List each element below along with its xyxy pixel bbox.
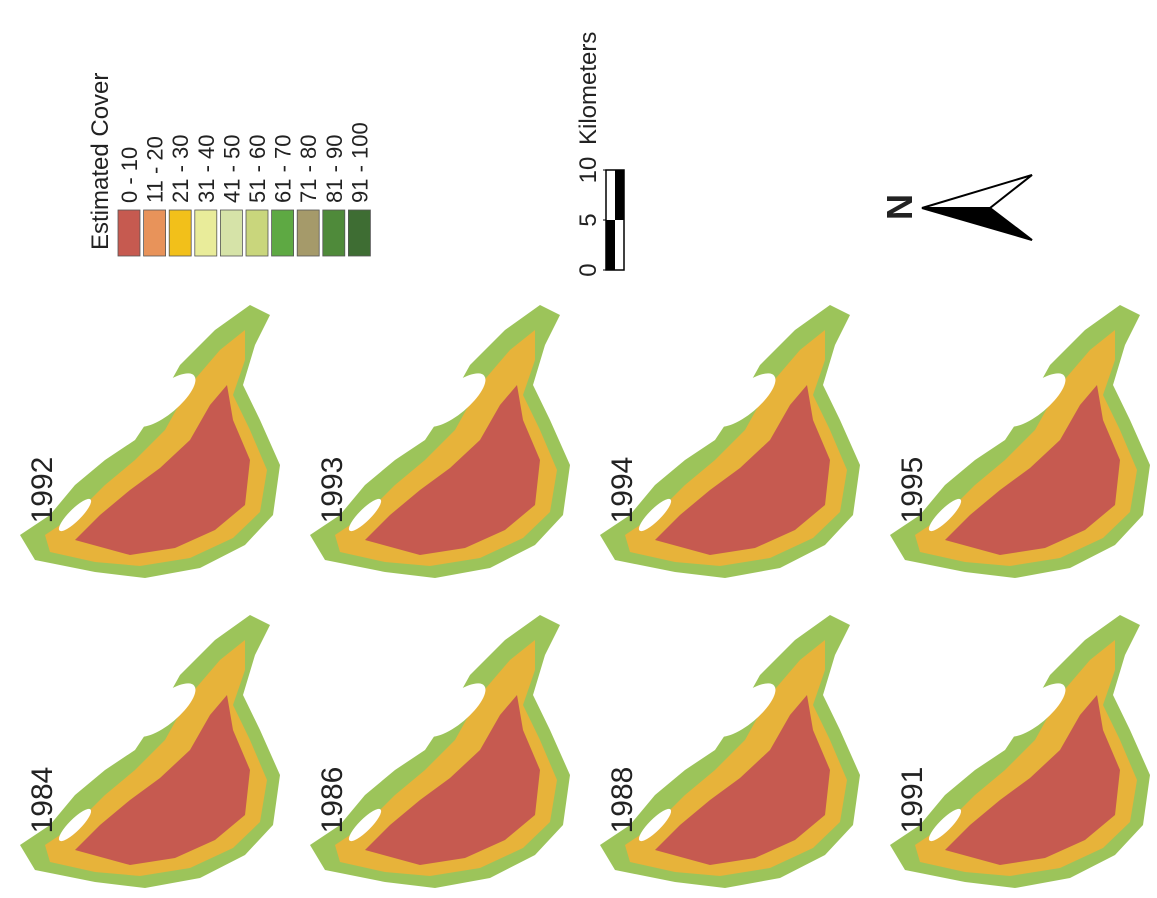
legend-label: 31 - 40 <box>194 135 219 203</box>
legend-swatch <box>220 210 242 256</box>
legend-swatch <box>272 210 294 256</box>
legend-label: 51 - 60 <box>245 135 270 204</box>
legend-swatch <box>195 210 217 256</box>
legend-swatch <box>323 210 345 256</box>
scale-label: 10 <box>575 157 602 184</box>
legend-title: Estimated Cover <box>87 73 114 250</box>
map-panel <box>600 615 860 888</box>
scale-unit: Kilometers <box>575 32 602 145</box>
legend-label: 91 - 100 <box>347 122 372 203</box>
legend-swatch <box>246 210 268 256</box>
scale-segment <box>615 170 624 220</box>
year-label: 1994 <box>606 457 639 524</box>
legend-swatch <box>144 210 166 256</box>
year-label: 1991 <box>896 767 929 834</box>
legend-swatch <box>297 210 319 256</box>
legend-swatch <box>169 210 191 256</box>
legend-label: 0 - 10 <box>117 147 142 203</box>
scale-label: 0 <box>575 263 602 276</box>
legend-swatch <box>118 210 140 256</box>
legend-label: 11 - 20 <box>143 136 168 203</box>
north-arrow-half <box>922 175 1032 208</box>
legend-swatch <box>348 210 370 256</box>
map-panel <box>20 305 280 578</box>
year-label: 1988 <box>606 767 639 834</box>
north-label: N <box>879 194 920 220</box>
map-panel <box>310 305 570 578</box>
map-panel <box>600 305 860 578</box>
scale-label: 5 <box>575 213 602 226</box>
legend-label: 71 - 80 <box>296 135 321 204</box>
map-panel <box>310 615 570 888</box>
legend-label: 81 - 90 <box>322 135 347 204</box>
north-arrow-half <box>922 208 1032 240</box>
year-label: 1995 <box>896 457 929 524</box>
year-label: 1984 <box>26 767 59 834</box>
map-panel <box>890 305 1150 578</box>
scale-segment <box>606 220 615 270</box>
year-label: 1986 <box>316 767 349 834</box>
legend-label: 21 - 30 <box>168 134 193 203</box>
year-label: 1992 <box>26 457 59 524</box>
legend-label: 41 - 50 <box>219 135 244 204</box>
figure: 1984 1986 1988 1991 1992 1993 1994 1995 Estimate… <box>0 0 1157 898</box>
map-panel <box>890 615 1150 888</box>
legend-label: 61 - 70 <box>271 135 296 204</box>
map-panel <box>20 615 280 888</box>
year-label: 1993 <box>316 457 349 524</box>
